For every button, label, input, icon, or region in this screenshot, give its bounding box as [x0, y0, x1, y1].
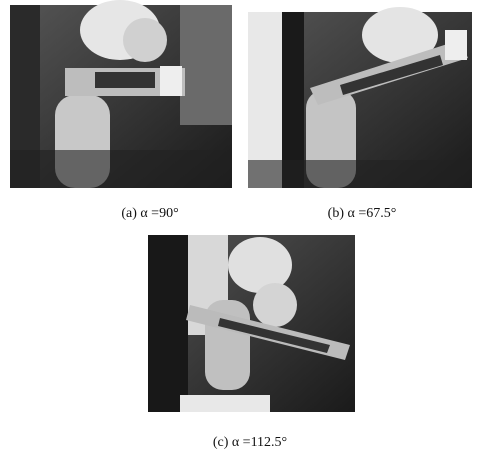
photo-b: [248, 7, 472, 188]
photo-a: [10, 0, 232, 188]
photo-c: [148, 235, 355, 412]
caption: (c) α =112.5°: [213, 435, 287, 450]
caption: (a) α =90°: [121, 206, 178, 221]
caption: (b) α =67.5°: [328, 206, 397, 221]
figure: (a) α =90° (b) α =67.5° (c) α =112.5°: [0, 0, 478, 455]
